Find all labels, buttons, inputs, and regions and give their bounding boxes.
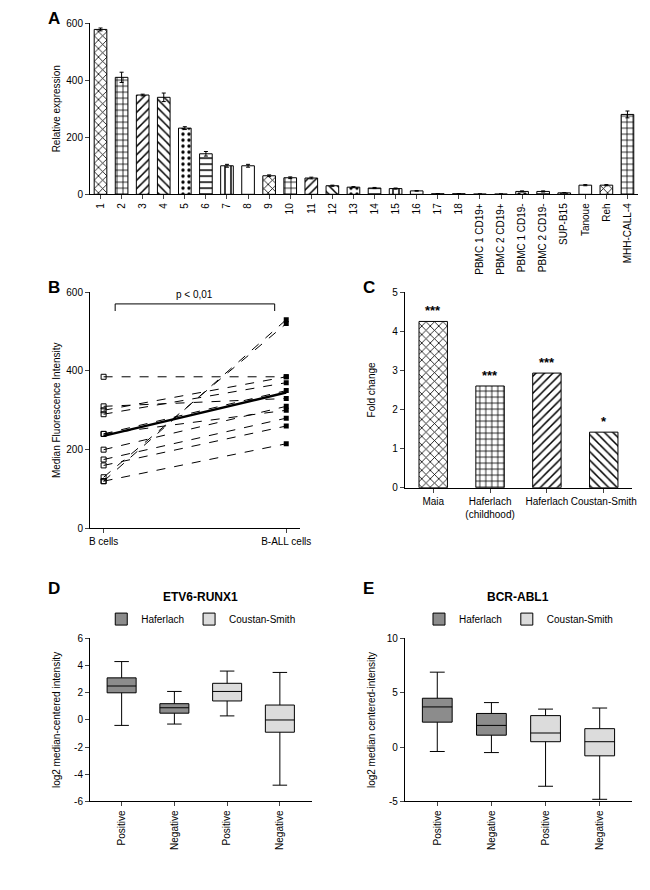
svg-text:18: 18: [453, 203, 464, 215]
svg-text:5: 5: [179, 203, 190, 209]
svg-text:Haferlach: Haferlach: [141, 614, 184, 625]
svg-text:B-ALL cells: B-ALL cells: [261, 536, 311, 547]
svg-text:-4: -4: [74, 769, 83, 780]
svg-text:15: 15: [390, 203, 401, 215]
svg-text:2: 2: [116, 203, 127, 209]
svg-text:Maia: Maia: [422, 496, 444, 507]
svg-text:*: *: [601, 414, 607, 429]
svg-text:C: C: [363, 278, 375, 297]
svg-text:5: 5: [392, 687, 398, 698]
svg-text:Negative: Negative: [486, 810, 497, 850]
svg-text:4: 4: [158, 203, 169, 209]
svg-text:log2 median-centered intensity: log2 median-centered intensity: [51, 652, 62, 788]
svg-text:Reh: Reh: [601, 203, 612, 221]
svg-text:log2 median centered-intensity: log2 median centered-intensity: [366, 652, 377, 788]
svg-text:PBMC 2 CD19-: PBMC 2 CD19-: [537, 203, 548, 272]
svg-text:MHH-CALL-4: MHH-CALL-4: [622, 203, 633, 263]
svg-text:0: 0: [77, 189, 83, 200]
svg-text:1: 1: [392, 443, 398, 454]
svg-text:14: 14: [369, 203, 380, 215]
svg-text:1: 1: [95, 203, 106, 209]
svg-text:D: D: [48, 579, 60, 598]
svg-text:7: 7: [221, 203, 232, 209]
svg-text:BCR-ABL1: BCR-ABL1: [487, 590, 549, 604]
svg-text:Positive: Positive: [221, 810, 232, 845]
svg-text:200: 200: [66, 132, 83, 143]
svg-text:Positive: Positive: [432, 810, 443, 845]
svg-text:10: 10: [284, 203, 295, 215]
svg-text:Positive: Positive: [540, 810, 551, 845]
svg-text:600: 600: [66, 287, 83, 298]
svg-text:-2: -2: [74, 742, 83, 753]
svg-text:***: ***: [425, 303, 441, 318]
svg-text:Haferlach(childhood): Haferlach(childhood): [465, 496, 514, 520]
svg-text:Tanoue: Tanoue: [580, 203, 591, 236]
svg-text:Relative expression: Relative expression: [51, 65, 62, 152]
svg-text:10: 10: [387, 633, 399, 644]
svg-text:17: 17: [432, 203, 443, 215]
svg-text:Fold change: Fold change: [366, 362, 377, 417]
svg-text:***: ***: [482, 368, 498, 383]
svg-text:PBMC 1 CD19-: PBMC 1 CD19-: [516, 203, 527, 272]
svg-text:Negative: Negative: [594, 810, 605, 850]
svg-text:Negative: Negative: [169, 810, 180, 850]
svg-text:5: 5: [392, 287, 398, 298]
svg-text:2: 2: [77, 687, 83, 698]
svg-text:0: 0: [77, 714, 83, 725]
svg-text:16: 16: [411, 203, 422, 215]
svg-text:E: E: [363, 579, 374, 598]
svg-text:8: 8: [242, 203, 253, 209]
svg-text:SUP-B15: SUP-B15: [558, 203, 569, 245]
svg-text:PBMC 2 CD19+: PBMC 2 CD19+: [495, 203, 506, 275]
svg-text:Coustan-Smith: Coustan-Smith: [547, 614, 613, 625]
svg-text:3: 3: [392, 365, 398, 376]
svg-text:400: 400: [66, 365, 83, 376]
svg-text:-6: -6: [74, 796, 83, 807]
svg-text:Negative: Negative: [274, 810, 285, 850]
svg-text:6: 6: [200, 203, 211, 209]
svg-text:Positive: Positive: [116, 810, 127, 845]
svg-text:200: 200: [66, 444, 83, 455]
svg-text:4: 4: [77, 660, 83, 671]
svg-text:600: 600: [66, 18, 83, 29]
svg-text:400: 400: [66, 75, 83, 86]
svg-text:***: ***: [539, 355, 555, 370]
svg-text:0: 0: [77, 523, 83, 534]
svg-text:6: 6: [77, 633, 83, 644]
svg-text:0: 0: [392, 482, 398, 493]
svg-text:0: 0: [392, 742, 398, 753]
svg-text:B: B: [48, 278, 60, 297]
svg-text:Median Fluorescence Intensity: Median Fluorescence Intensity: [51, 342, 62, 478]
svg-text:Haferlach: Haferlach: [459, 614, 502, 625]
svg-text:13: 13: [348, 203, 359, 215]
svg-text:11: 11: [306, 203, 317, 214]
svg-text:3: 3: [137, 203, 148, 209]
svg-text:ETV6-RUNX1: ETV6-RUNX1: [163, 590, 238, 604]
svg-text:4: 4: [392, 326, 398, 337]
svg-text:9: 9: [263, 203, 274, 209]
svg-text:Coustan-Smith: Coustan-Smith: [229, 614, 295, 625]
svg-text:A: A: [48, 9, 60, 28]
svg-text:p < 0,01: p < 0,01: [176, 289, 213, 300]
svg-text:PBMC 1 CD19+: PBMC 1 CD19+: [474, 203, 485, 275]
svg-text:-5: -5: [389, 796, 398, 807]
svg-text:B cells: B cells: [89, 536, 118, 547]
svg-text:Coustan-Smith: Coustan-Smith: [571, 496, 637, 507]
svg-text:12: 12: [327, 203, 338, 215]
svg-text:Haferlach: Haferlach: [526, 496, 569, 507]
svg-text:2: 2: [392, 404, 398, 415]
